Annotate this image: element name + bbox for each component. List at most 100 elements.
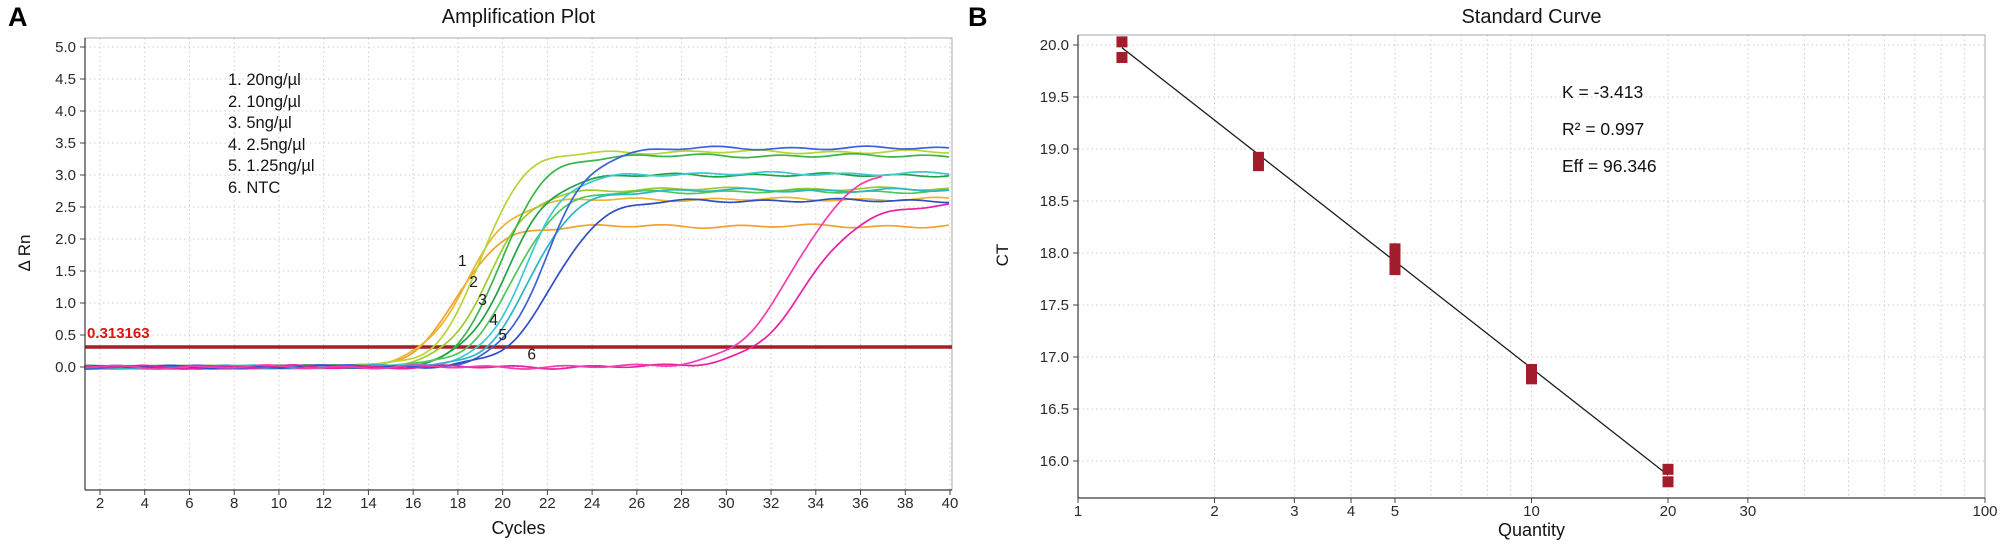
standard-points <box>1116 36 1674 488</box>
svg-text:3.0: 3.0 <box>55 167 76 184</box>
svg-text:4: 4 <box>141 495 149 512</box>
svg-text:32: 32 <box>763 495 780 512</box>
svg-text:12: 12 <box>315 495 332 512</box>
legend-item: 6. NTC <box>228 178 281 197</box>
svg-text:1: 1 <box>1074 503 1082 520</box>
svg-text:22: 22 <box>539 495 556 512</box>
svg-text:8: 8 <box>230 495 238 512</box>
standard-point <box>1116 51 1128 63</box>
svg-text:30: 30 <box>1740 503 1757 520</box>
svg-text:4: 4 <box>1347 503 1355 520</box>
svg-text:2: 2 <box>1210 503 1218 520</box>
legend-item: 5. 1.25ng/µl <box>228 157 315 175</box>
amplification-grid <box>85 38 952 490</box>
fit-slope-annotation: K = -3.413 <box>1562 82 1644 102</box>
legend-item: 3. 5ng/µl <box>228 114 292 132</box>
svg-text:16.0: 16.0 <box>1040 453 1069 470</box>
svg-text:20: 20 <box>494 495 511 512</box>
svg-text:1: 1 <box>458 253 467 270</box>
standard-y-axis-label: CT <box>993 243 1012 267</box>
amplification-axis-ticks: 2 4 6 8 10 12 14 16 18 20 22 24 26 28 30 32 34 36 38 400.00… <box>55 39 958 512</box>
amplification-curve <box>84 187 950 370</box>
amplification-y-axis-label: Δ Rn <box>15 234 34 272</box>
svg-text:1.0: 1.0 <box>55 295 76 312</box>
threshold-value-label: 0.313163 <box>87 325 150 342</box>
svg-text:4.0: 4.0 <box>55 103 76 120</box>
standard-point <box>1662 463 1674 475</box>
svg-text:1.5: 1.5 <box>55 263 76 280</box>
svg-text:2.0: 2.0 <box>55 231 76 248</box>
svg-text:2: 2 <box>469 274 478 291</box>
amplification-curves <box>84 145 950 370</box>
standard-x-axis-label: Quantity <box>1497 520 1566 540</box>
svg-text:16.5: 16.5 <box>1040 401 1069 418</box>
legend-item: 2. 10ng/µl <box>228 92 301 111</box>
amplification-curve <box>84 149 950 370</box>
svg-text:28: 28 <box>673 495 690 512</box>
svg-text:4: 4 <box>489 312 498 329</box>
fit-annotations: K = -3.413 R² = 0.997 Eff = 96.346 <box>1562 74 1657 185</box>
svg-text:34: 34 <box>807 495 824 512</box>
svg-text:5: 5 <box>498 327 507 344</box>
svg-text:5.0: 5.0 <box>55 39 76 56</box>
svg-text:3: 3 <box>1290 503 1298 520</box>
amplification-frame <box>84 37 953 491</box>
standard-point <box>1252 151 1264 163</box>
svg-text:3.5: 3.5 <box>55 135 76 152</box>
standard-point <box>1116 36 1128 48</box>
standard-grid <box>1077 35 1986 498</box>
standard-point <box>1252 160 1264 172</box>
standard-axis-ticks: 1 2 3 4 5 10 20 30 100 16.0 16.5 17.0 17.5 18.0 18.5 19… <box>1040 37 1998 520</box>
svg-text:17.0: 17.0 <box>1040 349 1069 366</box>
svg-text:6: 6 <box>185 495 193 512</box>
svg-text:2: 2 <box>96 495 104 512</box>
svg-text:20: 20 <box>1660 503 1677 520</box>
legend-item: 4. 2.5ng/µl <box>228 135 306 154</box>
standard-point <box>1389 243 1401 255</box>
standard-point <box>1526 373 1537 385</box>
svg-text:38: 38 <box>897 495 914 512</box>
svg-text:18: 18 <box>450 495 467 512</box>
svg-text:40: 40 <box>942 495 959 512</box>
svg-text:0.0: 0.0 <box>55 359 76 376</box>
svg-text:19.0: 19.0 <box>1040 141 1069 158</box>
standard-point <box>1526 363 1537 375</box>
panel-b-label: B <box>968 2 988 32</box>
amplification-curve <box>84 175 883 370</box>
svg-text:4.5: 4.5 <box>55 71 76 88</box>
standard-curve-canvas: 1 2 3 4 5 10 20 30 100 16.0 16.5 17.0 17.5 18.0 18.5 19… <box>1040 34 1998 520</box>
standard-point <box>1662 476 1674 488</box>
amplification-curve <box>84 196 950 370</box>
svg-text:26: 26 <box>628 495 645 512</box>
svg-text:20.0: 20.0 <box>1040 37 1069 54</box>
fit-efficiency-annotation: Eff = 96.346 <box>1562 156 1657 176</box>
standard-frame <box>1077 34 1986 499</box>
svg-text:5: 5 <box>1391 503 1399 520</box>
amplification-x-axis-label: Cycles <box>491 518 546 538</box>
svg-text:18.5: 18.5 <box>1040 193 1069 210</box>
svg-text:17.5: 17.5 <box>1040 297 1069 314</box>
amplification-legend: 1. 20ng/µl 2. 10ng/µl 3. 5ng/µl 4. 2.5ng… <box>228 70 315 199</box>
svg-text:18.0: 18.0 <box>1040 245 1069 262</box>
svg-text:6: 6 <box>527 346 536 363</box>
svg-text:16: 16 <box>405 495 422 512</box>
svg-text:36: 36 <box>852 495 869 512</box>
svg-text:0.5: 0.5 <box>55 327 76 344</box>
svg-text:14: 14 <box>360 495 377 512</box>
amplification-plot-canvas: 2 4 6 8 10 12 14 16 18 20 22 24 26 28 30 32 34 36 38 400.00… <box>55 37 958 512</box>
svg-text:3: 3 <box>478 292 487 309</box>
svg-text:100: 100 <box>1972 503 1997 520</box>
standard-point <box>1389 253 1401 265</box>
panel-a-label: A <box>8 2 28 32</box>
standard-point <box>1389 264 1401 276</box>
amplification-curve <box>84 186 950 370</box>
standard-curve-title: Standard Curve <box>1461 6 1602 28</box>
amplification-curve <box>84 145 950 370</box>
svg-text:10: 10 <box>271 495 288 512</box>
legend-item: 1. 20ng/µl <box>228 71 301 89</box>
svg-text:10: 10 <box>1523 503 1540 520</box>
svg-text:2.5: 2.5 <box>55 199 76 216</box>
amplification-curve <box>84 203 950 370</box>
